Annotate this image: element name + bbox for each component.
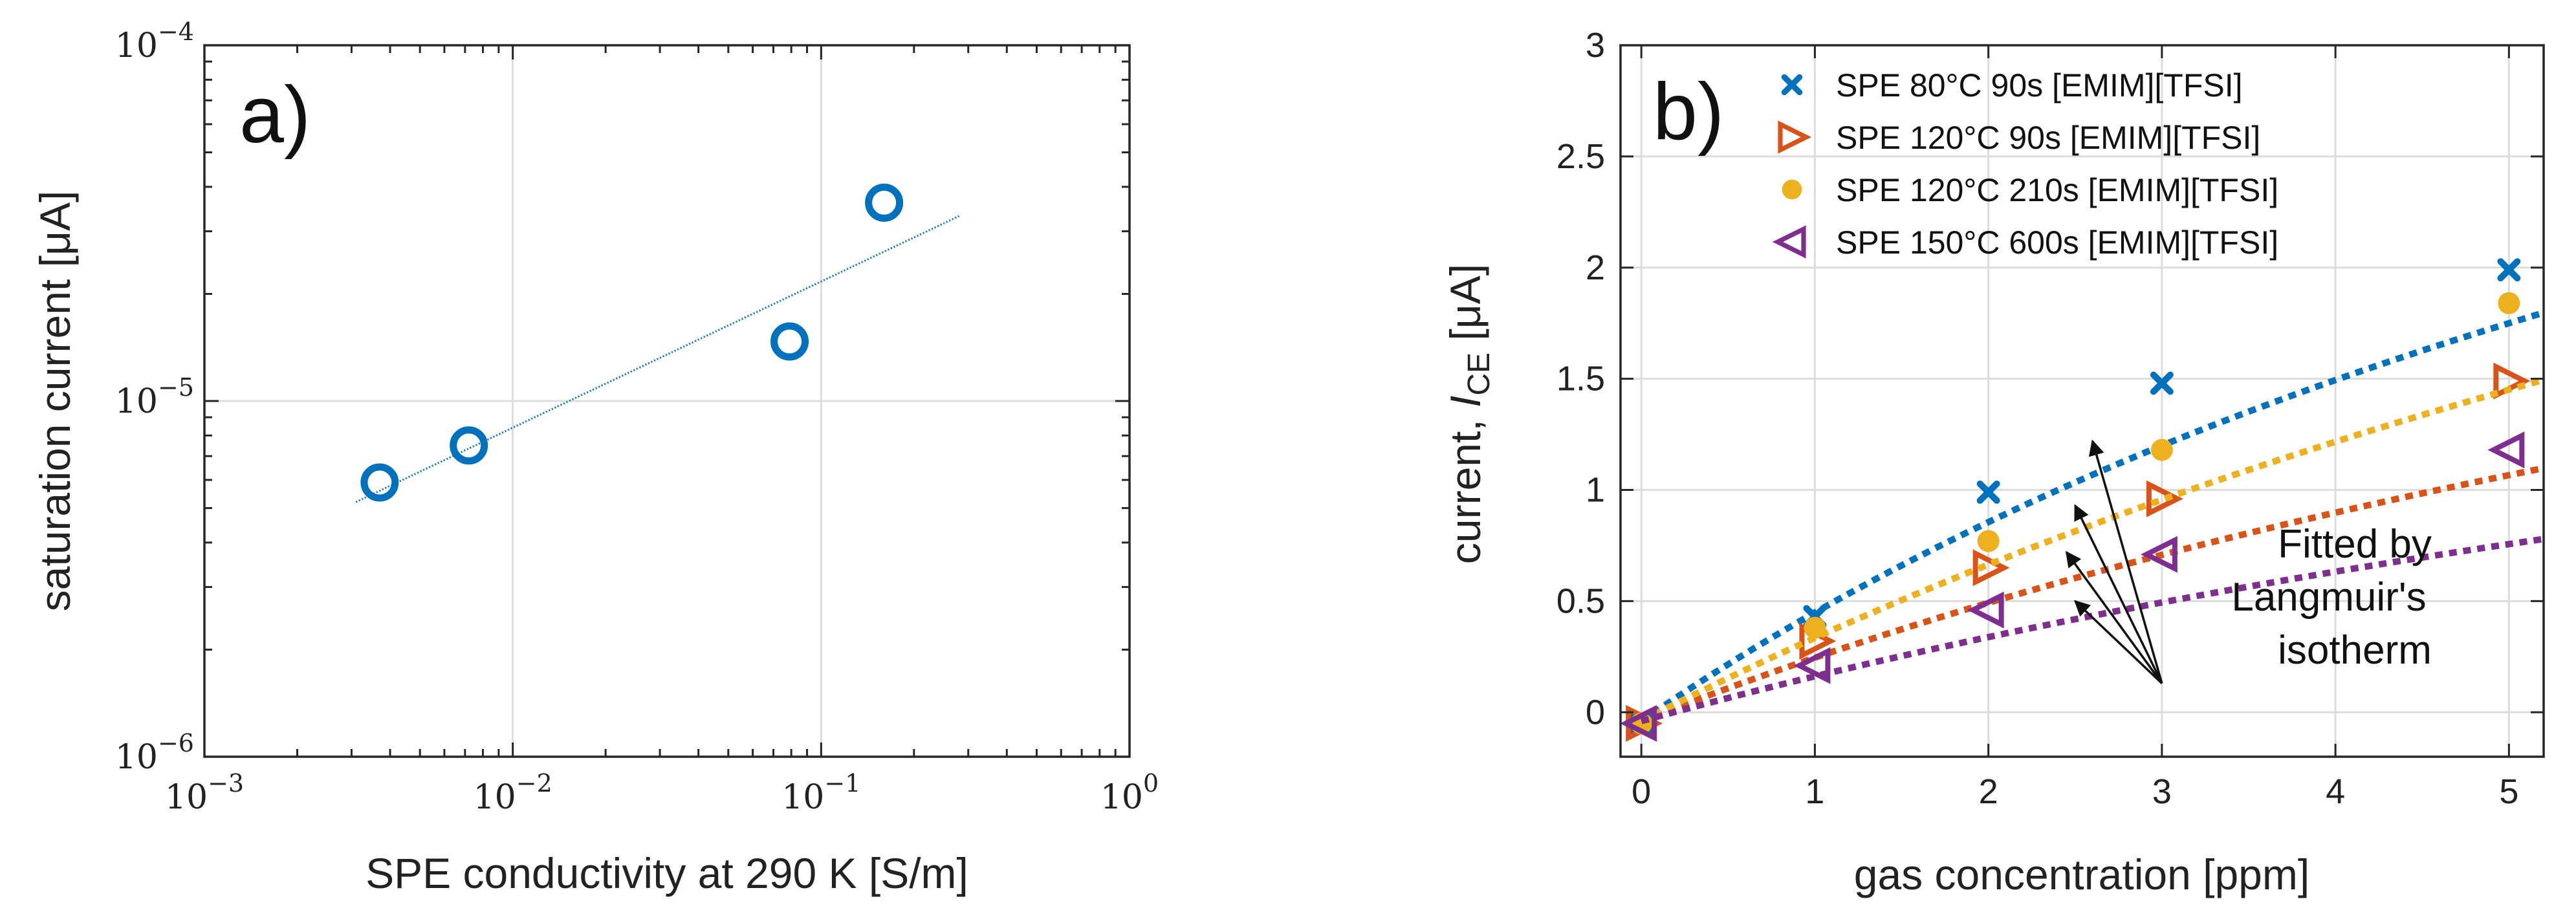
panel-b-data-point-series-2	[1972, 549, 2010, 587]
panel-b-x-tick-label: 4	[2326, 772, 2345, 811]
panel-a-chart: 10−3 10−2 10−1 100 10−6 10−5 10−4 a) SPE condu…	[31, 17, 1159, 897]
panel-a-data-point	[360, 463, 399, 502]
panel-b-y-axis-title-text: current,	[1441, 407, 1489, 564]
panel-b-y-tick-label: 3	[1586, 26, 1605, 65]
panel-b-y-tick-label: 0.5	[1556, 581, 1605, 620]
panel-b-data-point-series-4	[1793, 647, 1831, 684]
panel-b-y-tick-label: 1	[1586, 471, 1605, 510]
panel-b-x-tick-label: 3	[2152, 772, 2172, 811]
panel-b-data-point-series-3	[1977, 530, 2000, 552]
annotation-arrow	[2073, 600, 2163, 684]
panel-b-data-point-series-2	[2146, 480, 2183, 517]
panel-b-axes-box	[1619, 44, 2545, 758]
legend-label-series-3: SPE 120°C 210s [EMIM][TFSI]	[1836, 172, 2278, 208]
panel-b-data-point-series-1-stroke	[2150, 371, 2174, 395]
panel-b-data-point-series-3	[2150, 439, 2173, 461]
panel-b-data-point-series-4	[1620, 704, 1657, 742]
panel-b-x-tick-label: 1	[1805, 772, 1824, 811]
panel-b-data-point-series-4	[1967, 591, 2004, 629]
panel-b-y-tick-label: 2.5	[1556, 137, 1605, 176]
panel-a-x-tick-label: 10−1	[781, 769, 860, 817]
panel-b-y-tick-label: 2	[1586, 248, 1605, 287]
panel-b-y-axis-title: current, ICE [μA]	[1441, 264, 1496, 564]
legend-label-series-1: SPE 80°C 90s [EMIM][TFSI]	[1836, 67, 2243, 103]
annotation-text-line: Langmuir's	[2231, 575, 2426, 620]
annotation-arrow	[2088, 439, 2163, 684]
panel-b-x-axis-title: gas concentration [ppm]	[1854, 851, 2309, 898]
panel-b-x-tick-label: 2	[1979, 772, 1998, 811]
panel-a-x-tick-label: 10−2	[474, 769, 552, 817]
panel-a-y-tick-label: 10−4	[115, 17, 194, 65]
panel-b-legend: SPE 80°C 90s [EMIM][TFSI] SPE 120°C 90s […	[1772, 67, 2278, 261]
panel-b-x-tick-label: 5	[2499, 772, 2518, 811]
panel-b-y-axis-title-symbol: I	[1441, 396, 1489, 407]
panel-b-fit-curve-series-4	[1640, 536, 2544, 724]
legend-label-series-2: SPE 120°C 90s [EMIM][TFSI]	[1836, 120, 2260, 156]
panel-b-y-tick-label: 1.5	[1556, 360, 1605, 398]
panel-a-y-tick-label: 10−5	[115, 373, 194, 421]
panel-a-y-axis-title: saturation current [μA]	[31, 191, 79, 612]
panel-b-chart: 0 1 2 3 4 5 0 0.5 1 1.5 2 2.5 3 SPE 80°C 90s [EMIM][…	[1441, 26, 2545, 898]
panel-a-x-tick-label: 10−3	[165, 769, 244, 817]
panel-a-y-tick-label: 10−6	[115, 729, 194, 777]
panel-a-label: a)	[239, 70, 311, 160]
panel-a-x-tick-label: 100	[1100, 769, 1159, 817]
panel-b-data-point-series-1-stroke	[1976, 480, 2000, 504]
annotation-text-line: Fitted by	[2278, 522, 2432, 567]
panel-b-x-tick-label: 0	[1632, 772, 1651, 811]
panel-b-data-point-series-4	[2487, 431, 2525, 469]
legend-label-series-4: SPE 150°C 600s [EMIM][TFSI]	[1836, 224, 2278, 261]
panel-b-data-point-series-1	[1976, 480, 2000, 504]
panel-a-fit-line	[355, 215, 960, 503]
panel-b-data-point-series-4	[2140, 536, 2178, 573]
panel-b-y-tick-label: 0	[1586, 693, 1605, 731]
panel-b-data-point-series-1	[2150, 371, 2174, 395]
panel-a-data-point	[865, 183, 904, 222]
annotation-arrow	[2074, 504, 2163, 684]
legend-marker-series-3	[1782, 179, 1802, 200]
panel-b-fit-curve-series-2	[1640, 464, 2544, 724]
annotation-arrow	[2065, 550, 2163, 684]
panel-a-x-axis-title: SPE conductivity at 290 K [S/m]	[366, 849, 968, 897]
panel-b-fit-curve-series-1	[1639, 309, 2545, 724]
panel-b-y-axis-title-unit: [μA]	[1441, 264, 1489, 352]
legend-marker-series-1-stroke	[1781, 74, 1803, 96]
panel-b-data-point-series-3	[2498, 292, 2520, 314]
panel-b-annotation: Fitted by Langmuir's isotherm	[2065, 439, 2432, 684]
panel-a-data-point	[450, 426, 488, 465]
legend-marker-series-4	[1772, 225, 1806, 259]
legend-marker-series-1	[1781, 74, 1803, 96]
annotation-text-line: isotherm	[2278, 628, 2432, 673]
panel-a-data-point	[770, 322, 809, 361]
panel-b-data-point-series-3	[1804, 616, 1826, 639]
panel-b-data-point-series-1	[2497, 258, 2521, 282]
panel-b-data-point-series-1-stroke	[2497, 258, 2521, 282]
legend-marker-series-2	[1778, 120, 1812, 154]
panel-b-label: b)	[1653, 67, 1724, 157]
panel-b-y-axis-title-subscript: CE	[1462, 352, 1496, 396]
